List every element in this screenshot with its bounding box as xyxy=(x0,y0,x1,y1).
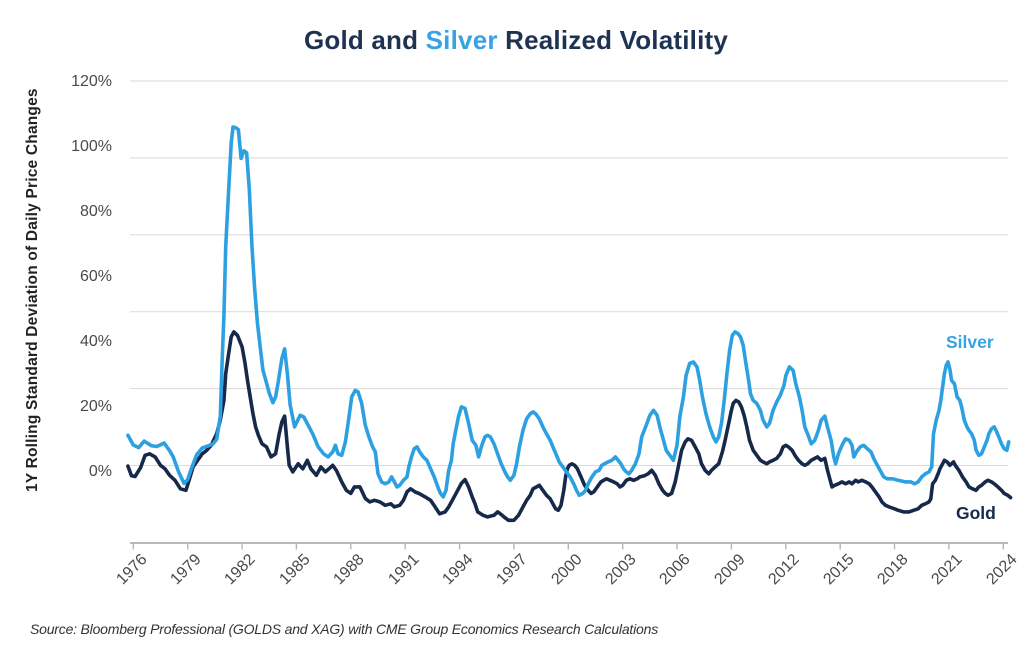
chart-title-silver-part: Silver xyxy=(425,25,498,55)
source-attribution: Source: Bloomberg Professional (GOLDS an… xyxy=(30,621,659,637)
y-tick-label: 100% xyxy=(71,138,112,155)
y-tick-label: 20% xyxy=(79,398,112,415)
chart-title-gold-part: Gold and xyxy=(303,25,426,55)
gold-line xyxy=(126,330,1013,523)
chart-title: Gold and Silver Realized Volatility xyxy=(0,25,1032,56)
y-tick-label: 0% xyxy=(88,463,112,480)
chart-title-suffix: Realized Volatility xyxy=(497,25,729,55)
y-tick-label: 60% xyxy=(79,268,112,285)
y-tick-label: 40% xyxy=(79,333,112,350)
silver-line xyxy=(126,125,1011,499)
silver-series-label: Silver xyxy=(946,332,994,352)
y-tick-label: 120% xyxy=(71,73,112,90)
y-axis-title: 1Y Rolling Standard Deviation of Daily P… xyxy=(24,88,41,492)
y-tick-label: 80% xyxy=(79,203,112,220)
gold-series-label: Gold xyxy=(956,503,996,523)
